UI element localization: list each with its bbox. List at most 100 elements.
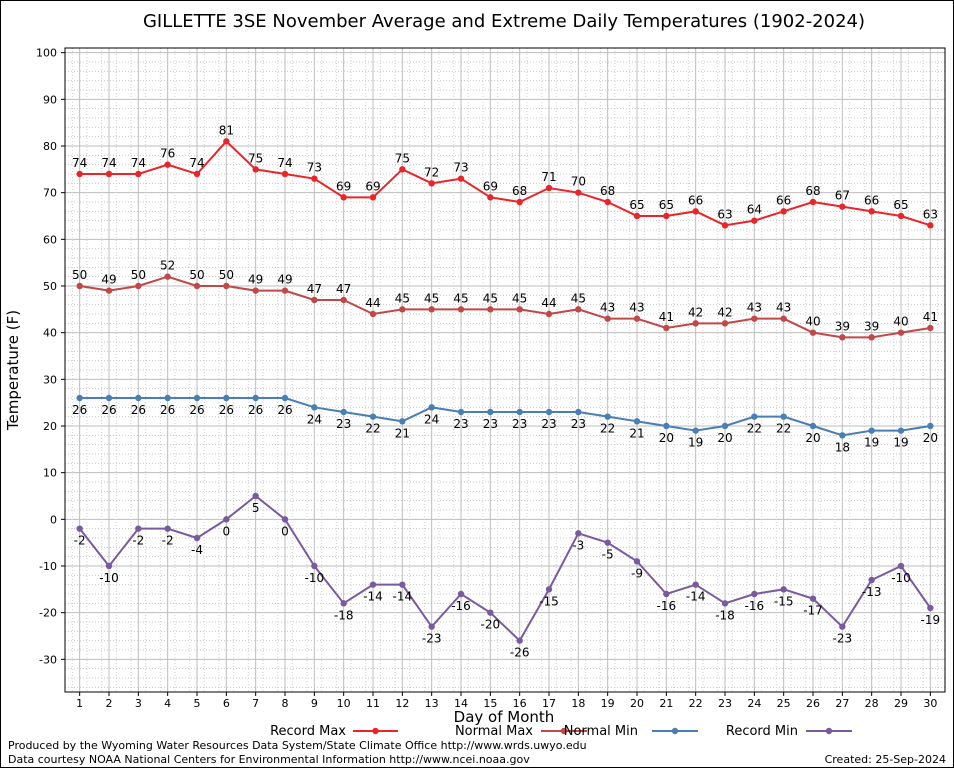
data-point xyxy=(897,562,905,570)
data-point xyxy=(76,525,83,532)
data-point xyxy=(897,427,905,434)
data-point xyxy=(868,427,875,434)
data-point xyxy=(487,194,494,201)
data-point xyxy=(516,306,523,313)
data-point xyxy=(897,329,905,336)
data-point xyxy=(105,170,113,178)
data-label: 42 xyxy=(717,305,732,319)
y-tick-label: 70 xyxy=(43,187,57,200)
data-label: 22 xyxy=(365,422,380,436)
data-point xyxy=(281,394,289,402)
data-label: 69 xyxy=(483,179,498,193)
data-label: 26 xyxy=(101,403,116,417)
series-line-normal-max xyxy=(79,275,931,339)
data-label: 21 xyxy=(395,426,410,440)
data-label: 74 xyxy=(189,156,204,170)
legend-label-record-max: Record Max xyxy=(270,724,346,739)
data-point xyxy=(399,418,406,425)
data-point xyxy=(633,212,641,220)
data-label: 42 xyxy=(688,305,703,319)
data-point xyxy=(751,315,758,322)
data-point xyxy=(663,422,670,430)
data-point xyxy=(927,604,934,612)
data-point xyxy=(223,516,230,523)
x-tick-label: 27 xyxy=(835,697,849,710)
data-label: 73 xyxy=(307,161,322,175)
x-tick-label: 23 xyxy=(718,697,732,710)
data-point xyxy=(76,170,83,178)
data-label: 52 xyxy=(160,259,175,273)
data-label: 66 xyxy=(864,193,879,207)
data-point xyxy=(281,287,289,294)
data-point xyxy=(457,306,465,313)
x-tick-label: 7 xyxy=(252,697,259,710)
data-point xyxy=(721,320,729,327)
data-label: 39 xyxy=(864,319,879,333)
data-label: 44 xyxy=(541,296,556,310)
data-point xyxy=(633,418,641,425)
data-point xyxy=(193,282,201,290)
data-label: 19 xyxy=(688,436,703,450)
data-point xyxy=(839,203,846,210)
series-normal-min: 26 26 26 26 26 26 26 26 24 23 22 21 24 23 23 23 23 23 22 21… xyxy=(72,394,938,454)
data-point xyxy=(428,623,435,630)
x-tick-label: 22 xyxy=(689,697,703,710)
data-point xyxy=(76,394,83,402)
data-label: 44 xyxy=(365,296,380,310)
data-point xyxy=(545,310,553,318)
y-tick-label: -10 xyxy=(39,560,57,573)
data-point xyxy=(76,282,83,290)
data-label: -2 xyxy=(74,534,86,548)
x-tick-label: 26 xyxy=(806,697,820,710)
data-point xyxy=(164,273,171,280)
data-label: -10 xyxy=(891,571,911,585)
data-point xyxy=(428,180,435,187)
data-point xyxy=(604,315,611,322)
data-point xyxy=(927,324,934,332)
data-point xyxy=(457,408,465,416)
legend: Record Max Normal Max Normal Min Record Min xyxy=(270,724,852,739)
data-label: 50 xyxy=(72,268,87,282)
data-point xyxy=(399,306,406,313)
data-point xyxy=(252,492,259,500)
data-point xyxy=(809,422,817,430)
data-label: -5 xyxy=(602,548,614,562)
x-tick-label: 15 xyxy=(483,697,497,710)
data-label: 20 xyxy=(659,431,674,445)
data-point xyxy=(721,222,729,229)
data-label: -14 xyxy=(393,590,413,604)
data-point xyxy=(545,586,553,593)
data-label: 0 xyxy=(223,524,231,538)
x-tick-label: 6 xyxy=(223,697,230,710)
data-label: 45 xyxy=(512,291,527,305)
data-label: -23 xyxy=(833,632,853,646)
data-label: 20 xyxy=(805,431,820,445)
data-label: 73 xyxy=(453,161,468,175)
data-label: 63 xyxy=(923,207,938,221)
x-tick-label: 5 xyxy=(194,697,201,710)
data-point xyxy=(135,170,142,178)
data-point xyxy=(545,408,553,416)
data-label: 63 xyxy=(717,207,732,221)
data-label: -16 xyxy=(745,599,765,613)
data-point xyxy=(809,329,817,336)
data-point xyxy=(428,306,435,313)
data-label: -16 xyxy=(451,599,471,613)
data-point xyxy=(663,324,670,332)
y-axis-title: Temperature (F) xyxy=(4,310,22,431)
data-label: 39 xyxy=(835,319,850,333)
data-label: 49 xyxy=(101,273,116,287)
data-label: 5 xyxy=(252,501,260,515)
x-tick-label: 19 xyxy=(601,697,615,710)
legend-swatch-marker-normal-max xyxy=(560,727,568,735)
data-point xyxy=(105,287,113,294)
x-tick-label: 12 xyxy=(395,697,409,710)
data-label: 26 xyxy=(248,403,263,417)
legend-swatch-marker-record-max xyxy=(372,727,379,735)
data-label: -18 xyxy=(334,608,354,622)
data-label: -20 xyxy=(481,618,501,632)
data-label: 23 xyxy=(571,417,586,431)
data-label: -16 xyxy=(657,599,677,613)
data-label: 21 xyxy=(629,426,644,440)
data-point xyxy=(369,581,377,588)
